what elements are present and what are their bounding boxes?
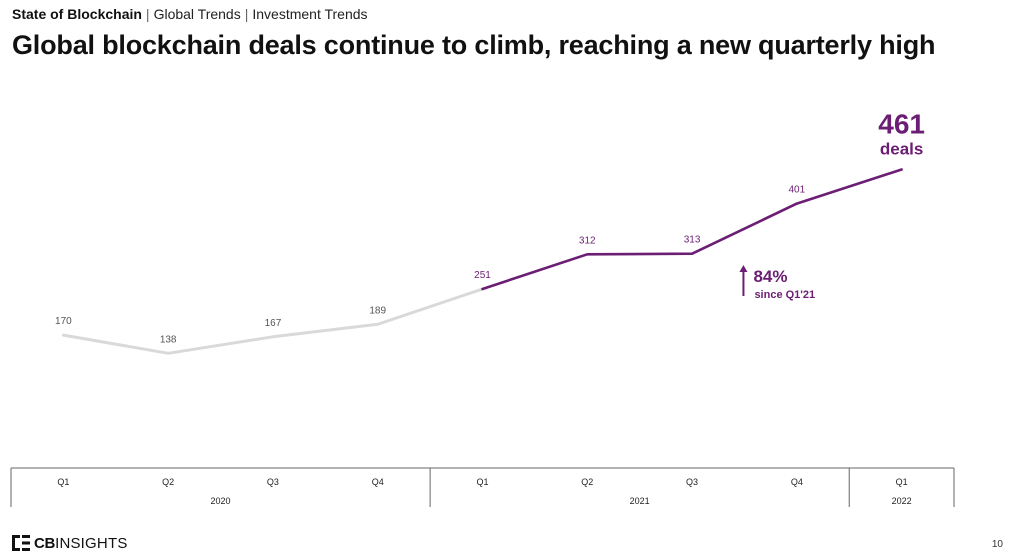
year-label: 2021	[630, 496, 650, 506]
x-tick-label: Q4	[372, 477, 384, 487]
page-title: Global blockchain deals continue to clim…	[12, 30, 936, 60]
breadcrumb-report: State of Blockchain	[12, 6, 142, 22]
x-tick-label: Q1	[57, 477, 69, 487]
cb-insights-logo: CB INSIGHTS	[12, 533, 128, 553]
x-tick-label: Q1	[476, 477, 488, 487]
growth-label: since Q1'21	[754, 289, 815, 301]
breadcrumb-subsection: Investment Trends	[252, 6, 368, 22]
series-line-highlight	[481, 168, 903, 291]
year-label: 2022	[892, 496, 912, 506]
data-label: 189	[369, 305, 386, 316]
data-label: 313	[684, 235, 701, 246]
x-tick-label: Q3	[686, 477, 698, 487]
page-number: 10	[991, 539, 1003, 550]
breadcrumb-separator: |	[145, 6, 150, 22]
growth-value: 84%	[753, 267, 787, 286]
end-unit-label: deals	[880, 139, 923, 158]
logo-insights-text: INSIGHTS	[55, 534, 128, 552]
end-value-label: 461	[878, 108, 925, 139]
data-label: 170	[55, 316, 72, 327]
x-tick-label: Q1	[896, 477, 908, 487]
data-label: 251	[474, 270, 491, 281]
breadcrumb-section: Global Trends	[153, 6, 241, 22]
data-label: 138	[160, 334, 177, 345]
x-tick-label: Q2	[162, 477, 174, 487]
x-tick-label: Q4	[791, 477, 803, 487]
data-label: 312	[579, 235, 596, 246]
breadcrumb-separator: |	[244, 6, 249, 22]
data-label: 167	[265, 318, 282, 329]
x-tick-label: Q3	[267, 477, 279, 487]
growth-arrow-icon	[739, 265, 748, 272]
data-label: 401	[788, 185, 805, 196]
year-label: 2020	[211, 496, 231, 506]
series-line-historical	[61, 287, 484, 355]
logo-cb-text: CB	[34, 534, 56, 552]
x-tick-label: Q2	[581, 477, 593, 487]
cb-insights-logo-icon	[12, 535, 30, 551]
breadcrumb: State of Blockchain | Global Trends | Invest…	[12, 6, 368, 22]
